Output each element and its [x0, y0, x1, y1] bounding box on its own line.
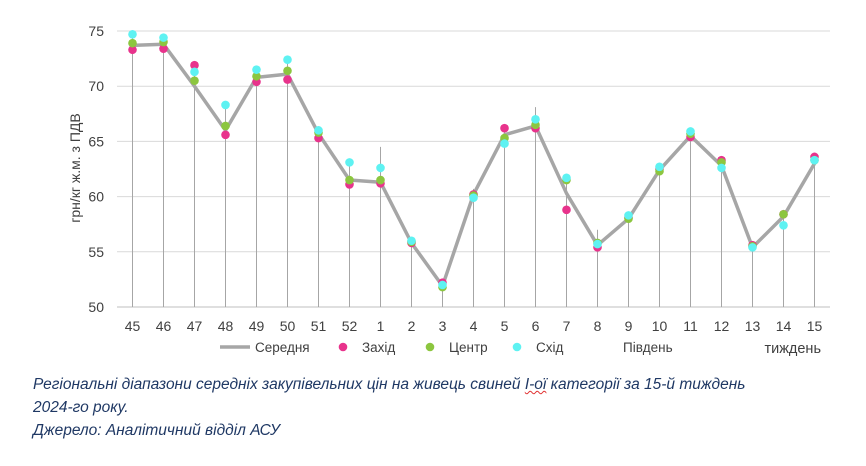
range-bars	[132, 34, 815, 307]
x-tick-1: 1	[377, 318, 385, 334]
marker-2-50	[283, 55, 292, 65]
marker-2-46	[159, 33, 168, 42]
marker-0-48	[221, 130, 230, 140]
x-tick-4: 4	[470, 318, 478, 334]
marker-0-7	[562, 205, 571, 215]
x-tick-51: 51	[311, 318, 327, 334]
marker-2-1	[376, 163, 385, 173]
marker-2-7	[562, 173, 571, 183]
y-tick-70: 70	[88, 78, 104, 94]
marker-2-15	[810, 155, 819, 165]
legend-label-0: Середня	[255, 340, 310, 355]
x-tick-45: 45	[125, 318, 141, 334]
x-axis-ticks: 45 46 47 48 49 50 51 52 1 2 3 4 5 6 7 8 9 10 11 12 13 14 15	[125, 318, 823, 334]
marker-2-2	[407, 236, 416, 246]
y-tick-55: 55	[88, 244, 104, 260]
marker-1-14	[779, 209, 788, 219]
legend-label-2: Центр	[449, 340, 488, 355]
legend-label-4: Південь	[623, 340, 673, 355]
marker-2-8	[593, 239, 602, 249]
x-tick-15: 15	[807, 318, 823, 334]
marker-2-49	[252, 65, 261, 74]
legend-label-1: Захід	[362, 340, 395, 355]
marker-0-47	[190, 60, 199, 70]
marker-0-45	[128, 45, 137, 55]
y-tick-75: 75	[88, 23, 104, 39]
marker-1-45	[128, 38, 137, 48]
legend-swatch-1	[338, 342, 348, 352]
caption-line-2: 2024-го року.	[33, 399, 129, 416]
marker-2-52	[345, 158, 354, 167]
x-tick-49: 49	[249, 318, 265, 334]
marker-0-46	[159, 44, 168, 53]
legend-swatch-4	[599, 342, 609, 352]
marker-1-52	[345, 175, 354, 185]
x-tick-14: 14	[776, 318, 792, 334]
x-tick-52: 52	[342, 318, 358, 334]
y-tick-50: 50	[88, 299, 104, 315]
marker-0-50	[283, 75, 292, 84]
x-tick-13: 13	[745, 318, 761, 334]
marker-2-47	[190, 67, 199, 77]
marker-2-13	[748, 243, 757, 252]
marker-2-9	[624, 211, 633, 220]
region-markers	[128, 30, 819, 292]
marker-1-48	[221, 121, 230, 131]
x-tick-10: 10	[652, 318, 668, 334]
x-tick-2: 2	[408, 318, 416, 334]
x-tick-48: 48	[218, 318, 234, 334]
y-axis-label: грн/кг ж.м. з ПДВ	[67, 113, 83, 222]
marker-1-1	[376, 175, 385, 185]
x-tick-8: 8	[594, 318, 602, 334]
caption-line-1: Регіональні діапазони середніх закупівел…	[33, 376, 745, 394]
x-axis-label: тиждень	[764, 341, 821, 357]
marker-0-5	[500, 123, 509, 133]
marker-2-3	[438, 280, 447, 290]
caption-source: Джерело: Аналітичний відділ АСУ	[33, 422, 280, 439]
marker-2-12	[717, 163, 726, 173]
x-tick-46: 46	[156, 318, 172, 334]
y-tick-60: 60	[88, 189, 104, 205]
caption-suffix: категорії за 15-й тиждень	[546, 376, 746, 393]
marker-2-51	[314, 126, 323, 135]
marker-2-6	[531, 115, 540, 124]
marker-2-45	[128, 30, 137, 39]
y-tick-65: 65	[88, 133, 104, 149]
marker-2-11	[686, 127, 695, 136]
chart-legend: Середня Захід Центр Схід Південь	[220, 340, 673, 355]
x-tick-3: 3	[439, 318, 447, 334]
marker-2-5	[500, 139, 509, 148]
marker-1-49	[252, 71, 261, 81]
caption-prefix: Регіональні діапазони середніх закупівел…	[33, 376, 525, 393]
caption-highlight: І-ої	[524, 376, 547, 393]
marker-2-10	[655, 162, 664, 172]
x-tick-11: 11	[683, 318, 698, 334]
marker-2-48	[221, 100, 230, 110]
y-axis-ticks: 50 55 60 65 70 75	[88, 23, 104, 315]
marker-2-4	[469, 193, 478, 203]
marker-1-50	[283, 66, 292, 76]
x-tick-47: 47	[187, 318, 203, 334]
legend-label-3: Схід	[536, 340, 563, 355]
x-tick-6: 6	[532, 318, 540, 334]
legend-swatch-3	[512, 342, 522, 352]
x-tick-12: 12	[714, 318, 730, 334]
x-tick-7: 7	[563, 318, 571, 334]
x-tick-5: 5	[501, 318, 509, 334]
marker-1-47	[190, 76, 199, 85]
x-tick-9: 9	[625, 318, 633, 334]
legend-swatch-2	[425, 342, 435, 352]
marker-2-14	[779, 221, 788, 230]
x-tick-50: 50	[280, 318, 296, 334]
